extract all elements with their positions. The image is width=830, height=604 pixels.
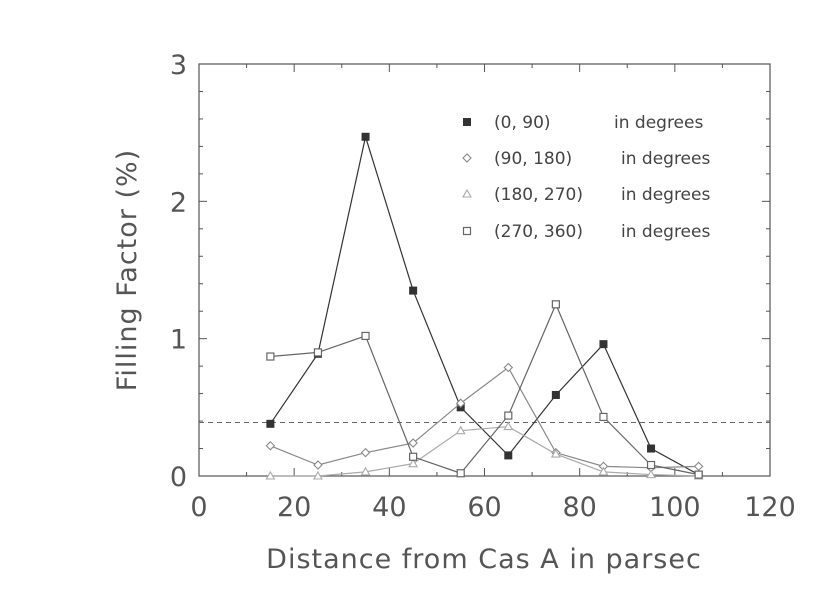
legend-label: (270, 360) bbox=[494, 222, 583, 242]
legend-marker bbox=[462, 153, 472, 163]
data-point bbox=[408, 438, 418, 448]
series-1 bbox=[266, 132, 703, 479]
x-tick-label: 80 bbox=[562, 492, 596, 523]
series-line bbox=[269, 134, 699, 476]
legend-suffix: in degrees bbox=[621, 149, 710, 169]
data-point bbox=[313, 348, 323, 357]
legend-marker bbox=[463, 118, 471, 126]
y-tick-label: 0 bbox=[170, 462, 187, 493]
legend-label: (0, 90) bbox=[494, 113, 551, 133]
data-point bbox=[694, 470, 703, 479]
legend-marker bbox=[462, 188, 472, 198]
data-point bbox=[550, 448, 561, 458]
legend-suffix: in degrees bbox=[621, 185, 710, 205]
data-point bbox=[360, 466, 371, 476]
data-point bbox=[599, 340, 608, 349]
data-point bbox=[551, 300, 560, 309]
x-tick-label: 100 bbox=[649, 492, 701, 523]
data-point bbox=[266, 419, 275, 428]
y-tick-label: 1 bbox=[170, 325, 187, 356]
data-point bbox=[504, 451, 513, 460]
x-tick-label: 40 bbox=[372, 492, 406, 523]
data-point bbox=[503, 421, 514, 431]
data-point bbox=[598, 466, 609, 476]
x-tick-label: 60 bbox=[467, 492, 501, 523]
legend-marker bbox=[462, 226, 472, 236]
data-point bbox=[265, 470, 276, 480]
data-point bbox=[361, 331, 370, 341]
data-point bbox=[360, 447, 371, 458]
data-point bbox=[455, 398, 466, 408]
data-point bbox=[265, 441, 276, 451]
legend-label: (90, 180) bbox=[494, 149, 572, 169]
data-point bbox=[599, 412, 608, 422]
x-tick-label: 120 bbox=[744, 492, 796, 523]
series-line bbox=[270, 425, 699, 477]
y-tick-label: 3 bbox=[170, 50, 187, 81]
series-line bbox=[270, 366, 699, 469]
data-point bbox=[361, 132, 370, 141]
series-line bbox=[270, 302, 699, 476]
data-point bbox=[551, 390, 560, 399]
legend-label: (180, 270) bbox=[494, 185, 583, 205]
data-point bbox=[504, 411, 513, 420]
data-point bbox=[409, 286, 418, 295]
data-point bbox=[646, 469, 656, 479]
data-point bbox=[313, 460, 323, 470]
y-tick-label: 2 bbox=[170, 187, 187, 218]
data-point bbox=[693, 461, 704, 472]
y-axis-label: Filling Factor (%) bbox=[112, 149, 143, 391]
data-point bbox=[503, 362, 514, 373]
data-point bbox=[313, 470, 323, 480]
legend-suffix: in degrees bbox=[621, 222, 710, 242]
data-point bbox=[409, 452, 418, 461]
legend-suffix: in degrees bbox=[614, 113, 703, 133]
x-tick-label: 0 bbox=[190, 492, 207, 523]
series-4 bbox=[266, 300, 703, 479]
data-point bbox=[456, 469, 465, 478]
data-point bbox=[455, 425, 466, 435]
data-point bbox=[646, 460, 656, 470]
data-point bbox=[266, 352, 275, 361]
data-point bbox=[408, 458, 419, 468]
data-point bbox=[647, 444, 656, 453]
x-axis-label: Distance from Cas A in parsec bbox=[266, 544, 702, 575]
x-tick-label: 20 bbox=[277, 492, 311, 523]
